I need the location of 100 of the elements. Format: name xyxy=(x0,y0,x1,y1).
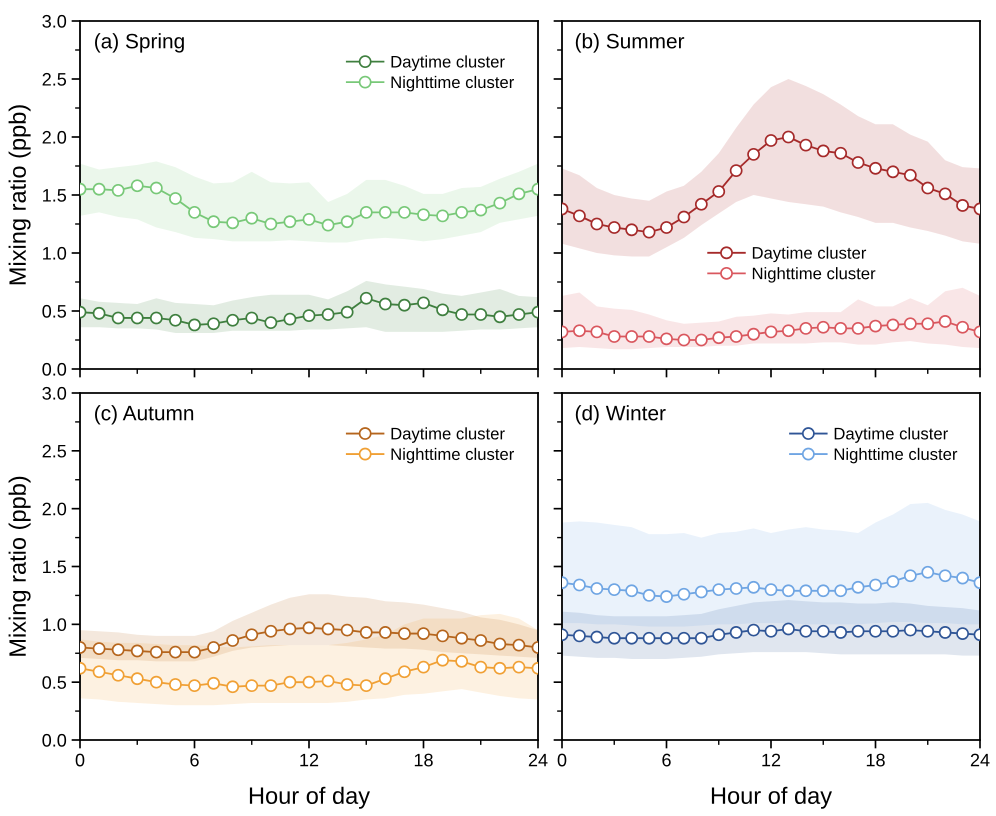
point xyxy=(678,588,690,601)
point xyxy=(938,315,952,328)
point xyxy=(92,306,106,320)
point xyxy=(245,312,258,324)
point xyxy=(590,218,604,230)
y-tick-label: 0.0 xyxy=(42,362,66,376)
point xyxy=(625,330,638,343)
point xyxy=(264,624,278,638)
point xyxy=(169,678,182,691)
point xyxy=(852,156,864,169)
point xyxy=(512,187,526,200)
point xyxy=(284,312,296,326)
y-tick-label: 2.5 xyxy=(42,72,66,86)
point xyxy=(398,627,411,640)
point xyxy=(226,634,240,647)
point xyxy=(436,630,449,642)
point xyxy=(188,318,201,332)
point xyxy=(130,179,144,192)
point xyxy=(956,627,969,640)
point xyxy=(764,624,778,638)
point xyxy=(455,632,468,645)
point xyxy=(360,292,373,305)
point xyxy=(284,622,296,636)
point xyxy=(340,306,354,319)
point xyxy=(904,569,917,582)
point xyxy=(264,218,278,230)
point xyxy=(608,330,621,343)
point xyxy=(436,654,449,667)
point xyxy=(207,317,220,330)
point xyxy=(245,679,258,692)
point xyxy=(417,208,430,222)
point xyxy=(590,630,604,644)
legend-label: Nighttime cluster xyxy=(392,448,514,464)
point xyxy=(474,634,488,647)
point xyxy=(322,308,334,321)
x-tick-label: 12 xyxy=(762,754,780,766)
legend-label: Daytime cluster xyxy=(834,427,948,443)
point xyxy=(417,660,430,674)
y-tick-label: 2.5 xyxy=(42,444,66,458)
point xyxy=(660,632,673,645)
point xyxy=(245,212,258,225)
point xyxy=(712,628,726,642)
y-tick-label: 1.0 xyxy=(43,246,66,260)
point xyxy=(816,624,830,638)
point xyxy=(573,324,586,338)
legend-label: Daytime cluster xyxy=(752,246,866,262)
point xyxy=(573,630,586,642)
point xyxy=(921,624,934,638)
point xyxy=(130,644,144,658)
point xyxy=(730,582,743,595)
point xyxy=(782,130,795,144)
point xyxy=(764,134,778,147)
x-axis-title: Hour of day xyxy=(712,786,832,809)
point xyxy=(322,218,334,232)
point xyxy=(245,628,258,642)
point xyxy=(92,665,106,678)
y-tick-label: 1.5 xyxy=(43,560,66,574)
point xyxy=(712,185,726,198)
point xyxy=(782,324,795,338)
x-tick-label: 18 xyxy=(866,754,885,766)
y-tick-label: 3.0 xyxy=(42,14,66,28)
point xyxy=(284,676,296,689)
y-axis-title: Mixing ratio (ppb) xyxy=(8,476,31,656)
point xyxy=(747,148,760,161)
point xyxy=(938,569,952,582)
point xyxy=(834,626,848,639)
point xyxy=(474,660,488,674)
point xyxy=(730,626,743,639)
x-axis-title: Hour of day xyxy=(250,786,370,809)
point xyxy=(886,575,900,588)
point xyxy=(938,626,952,639)
point xyxy=(226,216,240,230)
point xyxy=(956,572,969,584)
x-tick-label: 0 xyxy=(558,754,566,766)
point xyxy=(322,622,334,636)
text: (a) Spring xyxy=(95,33,184,53)
point xyxy=(921,317,934,330)
point xyxy=(694,198,708,211)
point xyxy=(852,624,864,638)
point xyxy=(302,676,316,689)
point xyxy=(608,221,621,234)
point xyxy=(678,210,690,224)
point xyxy=(956,320,969,334)
point xyxy=(904,317,917,330)
point xyxy=(573,578,586,592)
point xyxy=(799,584,812,598)
x-tick-label: 12 xyxy=(300,754,318,766)
point xyxy=(816,584,830,598)
point xyxy=(886,165,900,178)
point xyxy=(816,144,830,158)
point xyxy=(92,642,106,656)
point xyxy=(799,322,812,335)
point xyxy=(625,632,638,645)
point xyxy=(712,583,726,596)
point xyxy=(284,215,296,228)
point xyxy=(188,206,201,219)
point xyxy=(130,312,144,324)
point xyxy=(378,672,392,686)
point xyxy=(92,182,106,196)
point xyxy=(834,322,848,335)
